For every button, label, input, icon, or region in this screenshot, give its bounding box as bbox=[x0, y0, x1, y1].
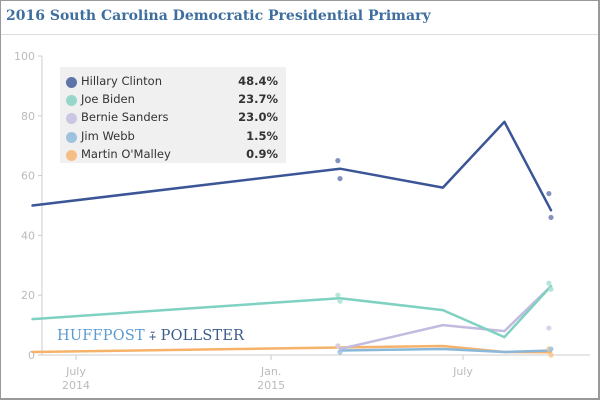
x-tick-label: July bbox=[65, 365, 86, 378]
poll-dot-bernie-sanders bbox=[546, 325, 552, 331]
y-tick-label: 20 bbox=[21, 289, 35, 302]
poll-dot-hillary-clinton bbox=[546, 190, 552, 197]
poll-dot-hillary-clinton bbox=[337, 175, 343, 182]
legend-label: Jim Webb bbox=[81, 128, 135, 143]
legend-label: Bernie Sanders bbox=[81, 110, 169, 125]
poll-dot-joe-biden bbox=[337, 298, 343, 304]
chart-title: 2016 South Carolina Democratic President… bbox=[6, 8, 431, 24]
poll-dot-martin-o-malley bbox=[548, 352, 554, 358]
poll-dot-hillary-clinton bbox=[548, 214, 554, 221]
legend-value: 0.9% bbox=[246, 146, 278, 161]
legend-swatch-icon bbox=[66, 95, 77, 107]
x-tick-label: July bbox=[452, 365, 473, 378]
poll-dot-hillary-clinton bbox=[335, 158, 341, 164]
legend-label: Martin O'Malley bbox=[81, 146, 171, 161]
legend-value: 23.7% bbox=[238, 92, 278, 107]
trend-line-joe-biden bbox=[31, 284, 553, 339]
pollster-swoosh-icon: ⨤ bbox=[148, 329, 157, 344]
y-tick-label: 100 bbox=[14, 50, 35, 63]
legend-value: 23.0% bbox=[238, 110, 278, 125]
y-tick-label: 0 bbox=[28, 349, 35, 362]
poll-dots bbox=[335, 158, 554, 358]
brand-huffpost: HUFFPOST bbox=[57, 328, 145, 344]
legend-item[interactable]: Martin O'Malley 0.9% bbox=[66, 146, 278, 164]
poll-dot-bernie-sanders bbox=[335, 343, 341, 349]
legend-label: Joe Biden bbox=[81, 92, 135, 107]
legend-item[interactable]: Bernie Sanders 23.0% bbox=[66, 109, 278, 127]
legend-label: Hillary Clinton bbox=[81, 74, 163, 88]
poll-dot-joe-biden bbox=[548, 286, 554, 292]
legend: Hillary Clinton 48.4% Joe Biden 23.7% Bernie… bbox=[60, 67, 286, 163]
x-tick-label-year: 2014 bbox=[62, 379, 90, 392]
x-tick-label: Jan. bbox=[260, 365, 281, 378]
brand-pollster: POLLSTER bbox=[160, 328, 245, 344]
legend-swatch-icon bbox=[66, 131, 77, 143]
huffpost-pollster-logo: HUFFPOST ⨤ POLLSTER bbox=[57, 328, 244, 344]
y-tick-label: 80 bbox=[21, 110, 35, 123]
legend-item[interactable]: Joe Biden 23.7% bbox=[66, 91, 278, 109]
trend-line-bernie-sanders bbox=[338, 284, 553, 351]
title-divider bbox=[1, 34, 598, 35]
poll-dot-joe-biden bbox=[546, 280, 552, 286]
poll-dot-jim-webb bbox=[548, 346, 554, 352]
legend-swatch-icon bbox=[66, 113, 77, 125]
legend-swatch-icon bbox=[66, 149, 77, 161]
y-tick-label: 40 bbox=[21, 229, 35, 242]
trend-lines bbox=[31, 120, 553, 354]
legend-value: 1.5% bbox=[246, 128, 278, 143]
trend-line-hillary-clinton bbox=[31, 120, 553, 212]
legend-item[interactable]: Jim Webb 1.5% bbox=[66, 128, 278, 146]
legend-value: 48.4% bbox=[238, 74, 278, 88]
poll-dot-jim-webb bbox=[337, 349, 343, 355]
trend-line-jim-webb bbox=[338, 347, 553, 354]
poll-dot-joe-biden bbox=[335, 292, 341, 298]
y-tick-label: 60 bbox=[21, 170, 35, 183]
legend-swatch-icon bbox=[66, 77, 77, 88]
legend-item[interactable]: Hillary Clinton 48.4% bbox=[66, 73, 278, 91]
x-tick-label-year: 2015 bbox=[257, 379, 285, 392]
